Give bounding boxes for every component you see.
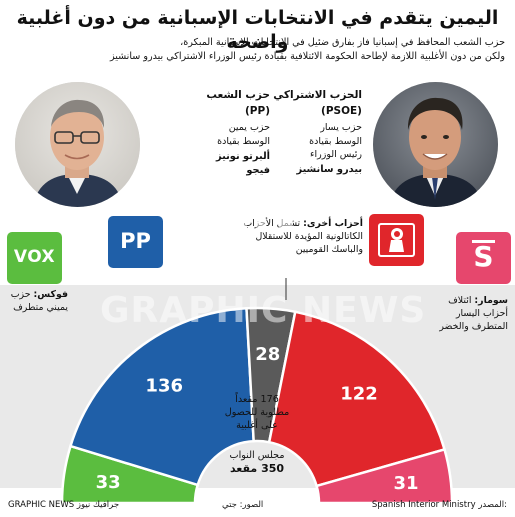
footer-credit-en: GRAPHIC NEWS	[8, 500, 75, 510]
others-label-bold: أحزاب أخرى:	[303, 218, 363, 229]
footer-source-label: المصدر:	[478, 500, 507, 510]
footer-credit: GRAPHIC NEWS جرافيك نيوز	[8, 494, 119, 517]
subtitle: حزب الشعب المحافظ في إسبانيا فاز بفارق ض…	[12, 36, 505, 64]
others-label: أحزاب أخرى: تشمل الأحزاب الكاتالونية الم…	[228, 217, 363, 256]
seat-segments	[60, 306, 454, 505]
sumar-logo: S	[456, 232, 511, 284]
feijoo-portrait-icon	[15, 82, 140, 207]
pp-leader-line-1: ألبرتو نونيز	[216, 151, 270, 162]
total-line-1: مجلس النواب	[229, 450, 285, 461]
seat-label-pp: 136	[145, 375, 183, 396]
footer-photos: الصور: جتي	[222, 500, 264, 510]
sumar-label-bold: سومار:	[474, 295, 508, 306]
pp-leader: ألبرتو نونيز فيجو	[180, 150, 270, 177]
psoe-desc-line-2: الوسط بقيادة	[309, 135, 362, 147]
sumar-label-line-2: أحزاب اليسار	[455, 308, 508, 319]
footer-source-value: Spanish Interior Ministry	[371, 500, 476, 510]
subtitle-line-1: حزب الشعب المحافظ في إسبانيا فاز بفارق ض…	[180, 37, 505, 48]
sanchez-photo	[373, 82, 498, 207]
pp-leader-line-2: فيجو	[246, 164, 270, 176]
subtitle-line-2: ولكن من دون الأغلبية اللازمة لإطاحة الحك…	[109, 51, 505, 62]
watermark-mono: GN	[205, 180, 298, 245]
psoe-desc-line-3: رئيس الوزراء	[310, 149, 362, 160]
watermark-text: GRAPHIC NEWS	[100, 290, 427, 331]
seat-labels: 33 136 28 122 31	[96, 344, 419, 494]
pp-logo-text: PP	[120, 229, 151, 253]
vox-label-rest: حزب	[10, 289, 31, 300]
footer: GRAPHIC NEWS جرافيك نيوز الصور: جتي Span…	[0, 494, 515, 517]
pp-name: حزب الشعب	[206, 89, 270, 101]
majority-note: 176 مقعداً مطلوبة للحصول على أغلبية	[207, 393, 307, 432]
sumar-logo-bar	[472, 240, 495, 243]
seat-segment-sumar	[315, 447, 454, 505]
seat-segment-psoe	[267, 310, 447, 488]
seat-label-others: 28	[255, 344, 280, 365]
others-label-line-3: والباسك القوميين	[295, 244, 363, 255]
sumar-label-rest: ائتلاف	[448, 295, 472, 306]
sumar-logo-text: S	[473, 240, 494, 273]
seat-label-sumar: 31	[394, 473, 419, 494]
pp-abbr: (PP)	[245, 105, 270, 117]
sumar-label: سومار: ائتلاف أحزاب اليسار المتطرف والخض…	[418, 294, 508, 333]
psoe-desc-line-1: حزب يسار	[320, 122, 362, 133]
pp-description: حزب يمين الوسط بقيادة	[180, 121, 270, 148]
fist-rose-icon	[378, 223, 415, 257]
sanchez-portrait-icon	[373, 82, 498, 207]
psoe-logo	[369, 214, 424, 266]
psoe-name: الحزب الاشتراكي	[273, 89, 362, 101]
footer-source: Spanish Interior Ministry المصدر:	[372, 494, 507, 517]
total-seats: مجلس النواب 350 مقعد	[207, 449, 307, 475]
psoe-leader: بيدرو سانشيز	[296, 164, 362, 175]
others-label-line-2: الكاتالونية المؤيدة للاستقلال	[255, 231, 363, 242]
vox-logo: VOX	[7, 232, 62, 284]
feijoo-photo	[15, 82, 140, 207]
majority-line-3: على أغلبية	[236, 420, 278, 431]
sumar-label-line-3: المتطرف والخضر	[439, 321, 508, 332]
seat-label-psoe: 122	[340, 383, 378, 404]
seat-label-vox: 33	[96, 472, 121, 493]
others-label-rest: تشمل الأحزاب	[243, 218, 301, 229]
vox-label-line-2: يميني متطرف	[13, 302, 68, 313]
vox-label: فوكس: حزب يميني متطرف	[8, 288, 68, 314]
pp-logo: PP	[108, 216, 163, 268]
vox-label-bold: فوكس:	[33, 289, 68, 300]
page-title: اليمين يتقدم في الانتخابات الإسبانية من …	[16, 7, 499, 53]
pp-desc-line-2: الوسط بقيادة	[217, 135, 270, 147]
psoe-description: حزب يسار الوسط بقيادة رئيس الوزراء	[262, 121, 362, 162]
majority-line-2: مطلوبة للحصول	[224, 407, 290, 418]
psoe-abbr: (PSOE)	[321, 105, 362, 117]
total-line-2: 350 مقعد	[229, 462, 285, 475]
majority-line-1: 176 مقعداً	[235, 394, 279, 405]
footer-credit-ar: جرافيك نيوز	[76, 500, 120, 510]
pp-desc-line-1: حزب يمين	[228, 122, 270, 133]
seat-segment-pp	[68, 306, 255, 487]
vox-logo-text: VOX	[13, 247, 56, 267]
